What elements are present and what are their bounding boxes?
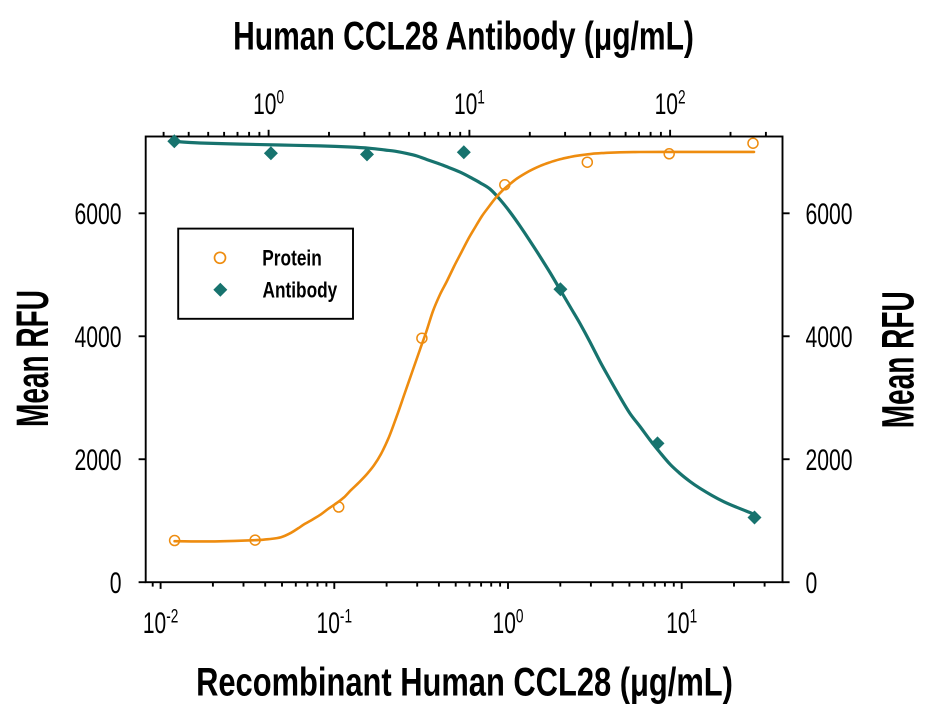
svg-text:Protein: Protein xyxy=(262,246,321,270)
svg-text:Mean RFU: Mean RFU xyxy=(7,290,57,427)
svg-text:2000: 2000 xyxy=(806,444,853,476)
svg-text:2000: 2000 xyxy=(74,444,121,476)
svg-text:6000: 6000 xyxy=(74,199,121,231)
svg-text:Mean RFU: Mean RFU xyxy=(873,291,923,428)
svg-text:6000: 6000 xyxy=(806,199,853,231)
svg-text:10-1: 10-1 xyxy=(317,605,352,640)
svg-text:Antibody: Antibody xyxy=(263,279,338,303)
svg-text:Recombinant Human CCL28 (μg/mL: Recombinant Human CCL28 (μg/mL) xyxy=(196,659,733,704)
svg-text:4000: 4000 xyxy=(806,322,853,354)
svg-text:Human CCL28 Antibody (μg/mL): Human CCL28 Antibody (μg/mL) xyxy=(233,14,694,58)
svg-text:0: 0 xyxy=(110,567,122,599)
svg-text:4000: 4000 xyxy=(74,322,121,354)
svg-text:0: 0 xyxy=(806,567,818,599)
